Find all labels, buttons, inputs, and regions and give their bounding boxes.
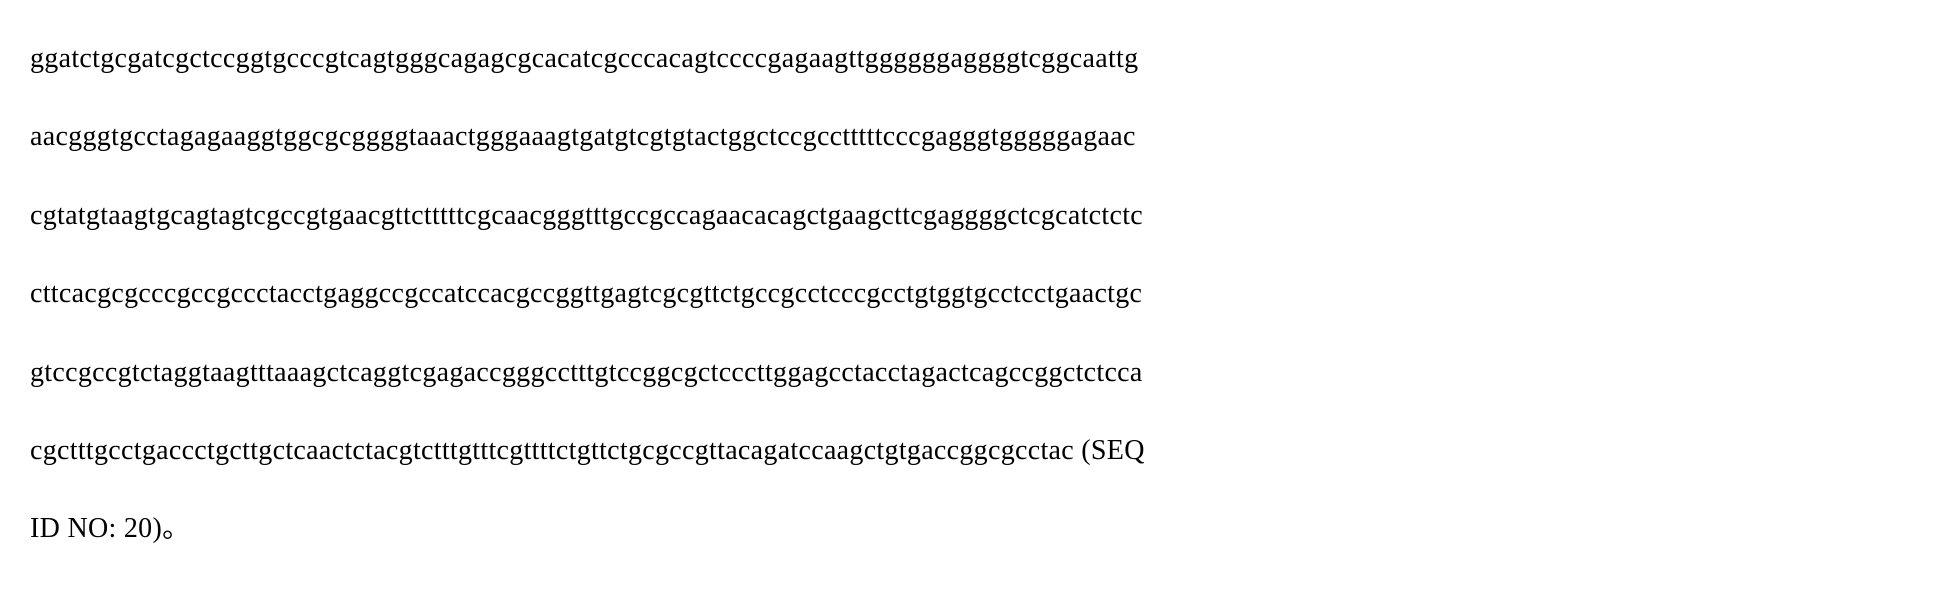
seq-id-line: ID NO: 20)。: [30, 490, 1917, 568]
sequence-line-5: gtccgccgtctaggtaagtttaaagctcaggtcgagaccg…: [30, 334, 1917, 412]
sequence-container: ggatctgcgatcgctccggtgcccgtcagtgggcagagcg…: [30, 20, 1917, 569]
seq-id-start: (SEQ: [1074, 435, 1145, 466]
sequence-line-4: cttcacgcgcccgccgccctacctgaggccgccatccacg…: [30, 255, 1917, 333]
sequence-line-6: cgctttgcctgaccctgcttgctcaactctacgtctttgt…: [30, 412, 1917, 490]
sequence-text-6: cgctttgcctgaccctgcttgctcaactctacgtctttgt…: [30, 435, 1074, 466]
sequence-line-1: ggatctgcgatcgctccggtgcccgtcagtgggcagagcg…: [30, 20, 1917, 98]
sequence-line-2: aacgggtgcctagagaaggtggcgcggggtaaactgggaa…: [30, 98, 1917, 176]
sequence-line-3: cgtatgtaagtgcagtagtcgccgtgaacgttctttttcg…: [30, 177, 1917, 255]
